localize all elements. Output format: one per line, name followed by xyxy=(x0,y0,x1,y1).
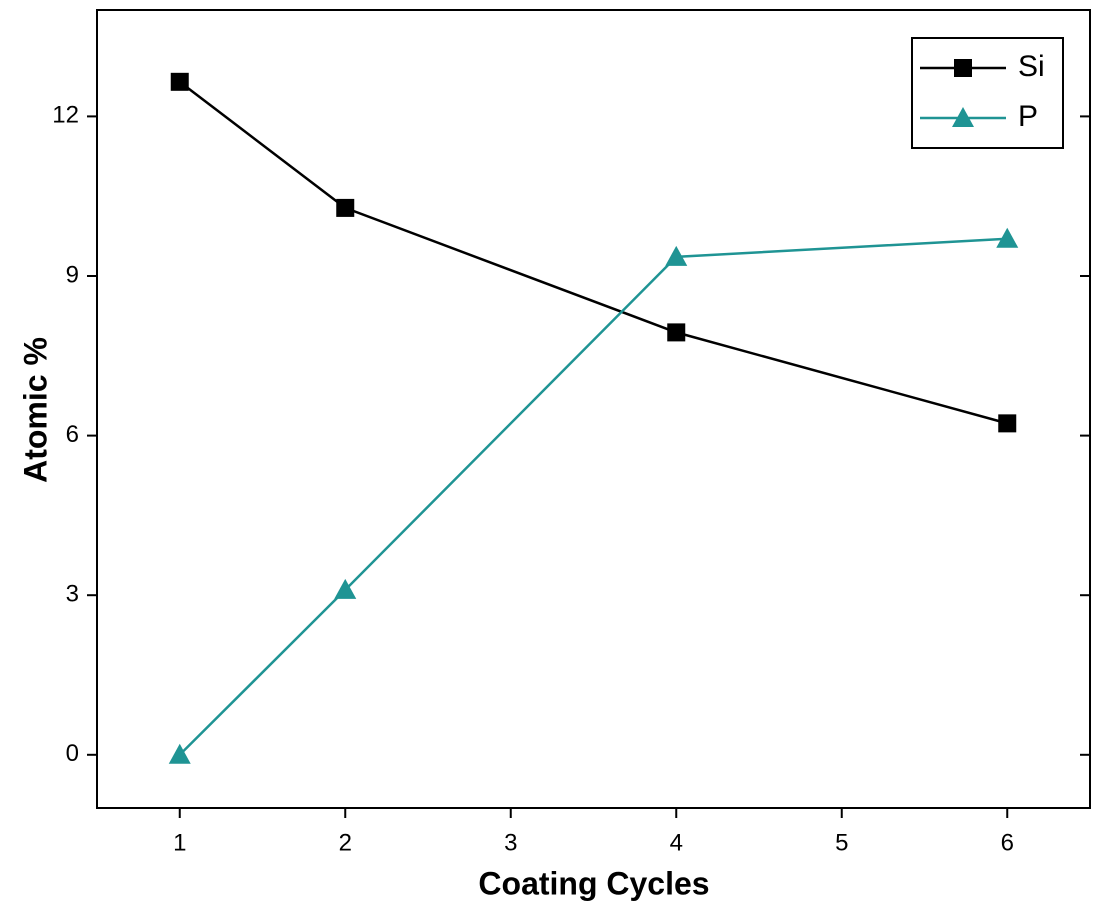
legend-box xyxy=(911,37,1064,149)
legend-label: P xyxy=(1018,100,1038,133)
x-axis-title: Coating Cycles xyxy=(478,865,709,901)
marker xyxy=(665,245,688,266)
x-tick-label: 5 xyxy=(835,829,848,856)
marker xyxy=(336,198,355,217)
x-tick-label: 3 xyxy=(504,829,517,856)
series-line xyxy=(178,80,1008,425)
marker xyxy=(667,323,686,342)
marker xyxy=(996,227,1019,248)
plot-frame xyxy=(96,9,1091,809)
series-line xyxy=(178,237,1008,756)
marker xyxy=(168,743,191,764)
x-tick-label: 6 xyxy=(1001,829,1014,856)
y-tick-label: 9 xyxy=(66,261,79,288)
y-axis-title: Atomic % xyxy=(17,337,53,483)
y-tick-label: 0 xyxy=(66,740,79,767)
y-tick-label: 12 xyxy=(52,102,79,129)
x-tick-label: 4 xyxy=(670,829,683,856)
legend-label: Si xyxy=(1018,50,1045,83)
y-tick-label: 3 xyxy=(66,581,79,608)
x-tick-label: 2 xyxy=(339,829,352,856)
legend-marker xyxy=(952,107,974,127)
marker xyxy=(334,578,357,599)
marker xyxy=(170,72,189,91)
marker xyxy=(998,414,1017,433)
legend-marker xyxy=(954,59,972,77)
y-tick-label: 6 xyxy=(66,421,79,448)
x-tick-label: 1 xyxy=(173,829,186,856)
